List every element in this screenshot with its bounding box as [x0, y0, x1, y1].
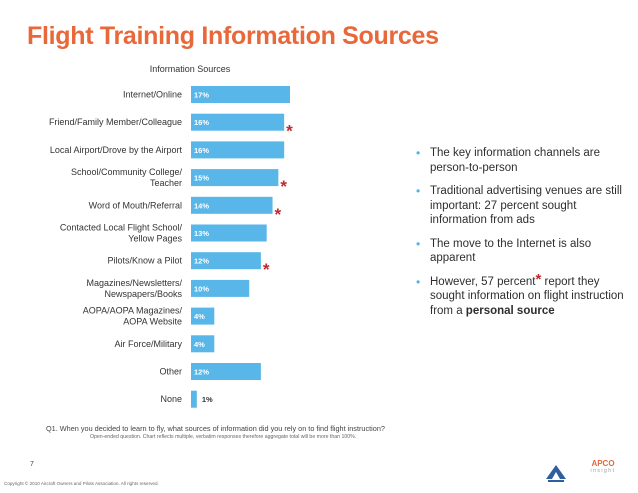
star-marker: *: [535, 270, 542, 288]
bar: [191, 86, 290, 103]
category-label: Pilots/Know a Pilot: [107, 256, 182, 266]
page-title: Flight Training Information Sources: [27, 22, 439, 50]
bar-value-label: 4%: [194, 340, 205, 349]
bar-value-label: 15%: [194, 174, 209, 183]
bar: [191, 169, 279, 187]
star-marker: *: [263, 260, 270, 279]
apco-logo: APCO insight: [574, 459, 632, 485]
category-label: None: [160, 394, 182, 404]
category-label: Word of Mouth/Referral: [89, 200, 182, 210]
bar-value-label: 1%: [202, 395, 213, 404]
personal-source-emphasis: personal source: [465, 304, 555, 317]
apco-logo-tagline: insight: [590, 468, 616, 474]
bar: [191, 390, 197, 408]
apco-logo-wordmark: APCO: [591, 459, 615, 468]
copyright-text: Copyright © 2010 Aircraft Owners and Pil…: [4, 481, 159, 486]
bar: [191, 279, 250, 297]
bar-value-label: 16%: [194, 118, 209, 127]
category-label: Other: [159, 367, 182, 377]
aopa-logo-icon: [546, 465, 566, 482]
category-label: Magazines/Newsletters/Newspapers/Books: [86, 278, 182, 299]
bullet-person-channels: The key information channels are person-…: [414, 146, 630, 175]
category-label: Internet/Online: [123, 90, 182, 100]
star-marker: *: [280, 177, 287, 196]
bar-value-label: 13%: [194, 229, 209, 238]
bar-value-label: 12%: [194, 368, 209, 377]
survey-question: Q1. When you decided to learn to fly, wh…: [46, 424, 385, 433]
bar-chart: 17% Internet/Online 16% Friend/Family Membe…: [49, 86, 293, 408]
bar-value-label: 14%: [194, 201, 209, 210]
category-label: Contacted Local Flight School/Yellow Pag…: [60, 223, 183, 244]
bar-value-label: 12%: [194, 257, 209, 266]
bar: [191, 252, 261, 270]
category-label: Air Force/Military: [114, 339, 182, 349]
survey-note: Open-ended question. Chart reflects mult…: [90, 434, 357, 440]
category-label: Local Airport/Drove by the Airport: [50, 145, 183, 155]
bar: [191, 196, 273, 214]
bar: [191, 224, 267, 242]
star-marker: *: [275, 205, 282, 224]
bar: [191, 307, 215, 325]
bar: [191, 141, 285, 159]
chart-title: Information Sources: [149, 64, 231, 74]
star-marker: *: [286, 122, 293, 141]
bar-value-label: 10%: [194, 284, 209, 293]
category-label: School/Community College/Teacher: [71, 167, 183, 188]
bullet-internet: The move to the Internet is also apparen…: [414, 237, 630, 266]
bullet-traditional-ads: Traditional advertising venues are still…: [414, 184, 630, 228]
bar-value-label: 4%: [194, 312, 205, 321]
bullet-personal-source: However, 57 percent* report they sought …: [414, 272, 630, 319]
bar: [191, 363, 261, 380]
key-points-list: The key information channels are person-…: [414, 146, 630, 327]
category-label: AOPA/AOPA Magazines/AOPA Website: [83, 306, 183, 327]
category-label: Friend/Family Member/Colleague: [49, 117, 182, 127]
bar-value-label: 17%: [194, 91, 209, 100]
bar-value-label: 16%: [194, 146, 209, 155]
page-number: 7: [30, 461, 34, 468]
bar: [191, 113, 285, 131]
bar: [191, 335, 215, 353]
